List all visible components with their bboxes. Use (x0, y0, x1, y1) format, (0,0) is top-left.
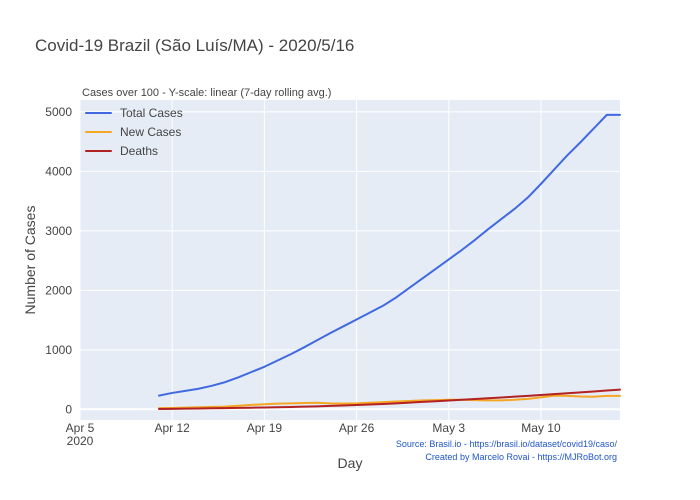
y-tick-label: 1000 (45, 343, 72, 357)
x-tick-label: Apr 19 (247, 421, 283, 435)
x-axis-title: Day (338, 455, 363, 471)
legend[interactable]: Total Cases New Cases Deaths (85, 106, 183, 158)
y-axis-title: Number of Cases (22, 206, 38, 315)
y-tick-label: 5000 (45, 105, 72, 119)
legend-label: Deaths (120, 144, 158, 158)
creator-credit-line: Created by Marcelo Rovai - https://MJRoB… (425, 452, 617, 462)
x-tick-label-line: Apr 26 (339, 421, 375, 435)
x-tick-label-line: Apr 12 (155, 421, 191, 435)
x-tick-label: May 10 (521, 421, 561, 435)
y-tick-label: 3000 (45, 224, 72, 238)
series-line-new-cases (158, 394, 621, 410)
y-tick-label: 0 (65, 402, 72, 416)
plot-area (80, 100, 620, 420)
x-tick-label: May 3 (432, 421, 465, 435)
x-tick-label-line: Apr 5 (66, 421, 95, 435)
x-tick-label-line: Apr 19 (247, 421, 283, 435)
series-layer (158, 113, 621, 410)
x-tick-label-line-secondary: 2020 (67, 434, 94, 448)
x-tick-label: Apr 5 2020 (66, 421, 95, 448)
x-tick-label-line: May 10 (521, 421, 561, 435)
x-tick-label: Apr 26 (339, 421, 375, 435)
legend-item-deaths[interactable]: Deaths (85, 144, 158, 158)
chart-subtitle: Cases over 100 - Y-scale: linear (7-day … (82, 87, 331, 99)
legend-item-new-cases[interactable]: New Cases (85, 125, 181, 139)
legend-item-total-cases[interactable]: Total Cases (85, 106, 183, 120)
series-line-total-cases (158, 113, 621, 397)
y-tick-label: 4000 (45, 164, 72, 178)
legend-label: Total Cases (120, 106, 183, 120)
x-tick-label: Apr 12 (155, 421, 191, 435)
chart-title: Covid-19 Brazil (São Luís/MA) - 2020/5/1… (35, 36, 354, 55)
tick-layer: 0 1000 2000 3000 4000 5000 Apr 5 2020 Apr 12 Apr … (45, 105, 561, 448)
y-tick-label: 2000 (45, 283, 72, 297)
legend-label: New Cases (120, 125, 181, 139)
x-tick-label-line: May 3 (432, 421, 465, 435)
series-line-deaths (158, 388, 621, 410)
source-credit-line: Source: Brasil.io - https://brasil.io/da… (396, 439, 618, 449)
